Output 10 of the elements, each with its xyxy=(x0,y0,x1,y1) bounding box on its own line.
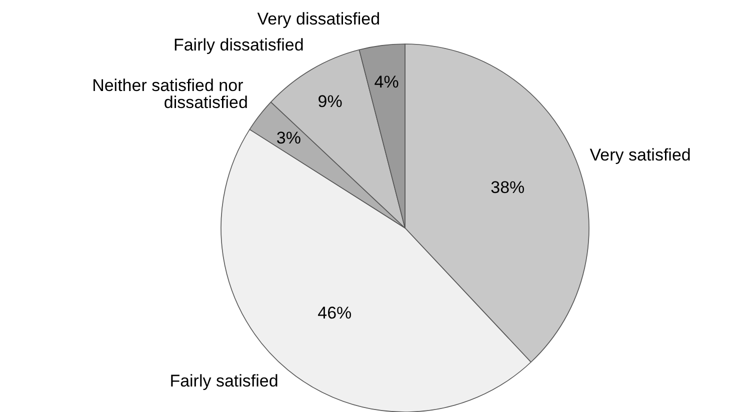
slice-label: Fairly dissatisfied xyxy=(173,35,304,54)
data-label: 4% xyxy=(374,72,399,92)
slice-label: Fairly satisfied xyxy=(170,372,278,391)
slice-label: Neither satisfied nor dissatisfied xyxy=(92,76,248,112)
data-label: 46% xyxy=(318,304,352,323)
slice-label: Very dissatisfied xyxy=(257,9,380,28)
data-label: 3% xyxy=(276,128,301,148)
slice-label: Very satisfied xyxy=(590,145,691,164)
data-label: 9% xyxy=(318,92,342,111)
data-label: 38% xyxy=(490,178,525,197)
